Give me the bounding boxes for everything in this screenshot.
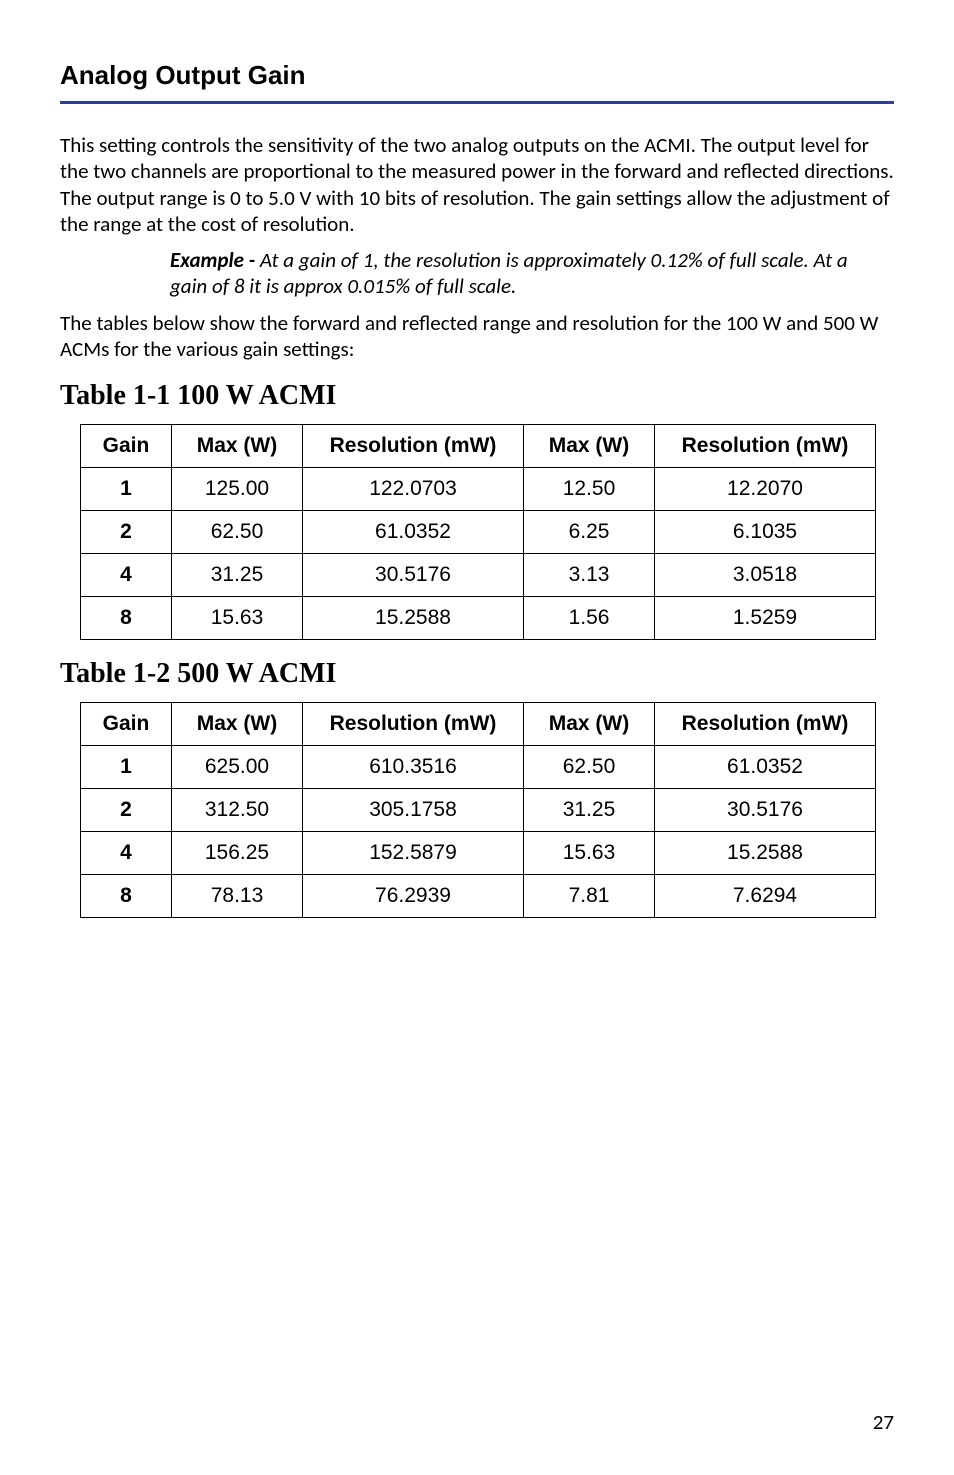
table-row: 1 125.00 122.0703 12.50 12.2070 [81, 468, 876, 511]
cell: 312.50 [172, 789, 303, 832]
cell: 61.0352 [655, 746, 876, 789]
cell: 15.2588 [303, 597, 524, 640]
col-header-res1: Resolution (mW) [303, 703, 524, 746]
table-row: 4 31.25 30.5176 3.13 3.0518 [81, 554, 876, 597]
cell: 30.5176 [655, 789, 876, 832]
title-rule [60, 101, 894, 104]
cell: 62.50 [524, 746, 655, 789]
cell: 625.00 [172, 746, 303, 789]
cell: 156.25 [172, 832, 303, 875]
page-number: 27 [873, 1409, 894, 1435]
cell-gain: 1 [81, 746, 172, 789]
cell: 1.56 [524, 597, 655, 640]
cell: 6.25 [524, 511, 655, 554]
table1-caption: Table 1-1 100 W ACMI [60, 380, 894, 412]
cell: 7.6294 [655, 875, 876, 918]
table-row: 8 78.13 76.2939 7.81 7.6294 [81, 875, 876, 918]
table-100w: Gain Max (W) Resolution (mW) Max (W) Res… [80, 424, 876, 640]
table-row: 4 156.25 152.5879 15.63 15.2588 [81, 832, 876, 875]
col-header-res1: Resolution (mW) [303, 425, 524, 468]
cell-gain: 2 [81, 511, 172, 554]
col-header-gain: Gain [81, 425, 172, 468]
cell: 61.0352 [303, 511, 524, 554]
cell: 305.1758 [303, 789, 524, 832]
cell: 7.81 [524, 875, 655, 918]
col-header-res2: Resolution (mW) [655, 703, 876, 746]
col-header-max1: Max (W) [172, 703, 303, 746]
section-title: Analog Output Gain [60, 60, 894, 91]
cell-gain: 8 [81, 597, 172, 640]
table-row: 1 625.00 610.3516 62.50 61.0352 [81, 746, 876, 789]
col-header-max1: Max (W) [172, 425, 303, 468]
paragraph-2: The tables below show the forward and re… [60, 310, 894, 363]
table2-caption: Table 1-2 500 W ACMI [60, 658, 894, 690]
col-header-max2: Max (W) [524, 703, 655, 746]
cell: 30.5176 [303, 554, 524, 597]
table-row: 8 15.63 15.2588 1.56 1.5259 [81, 597, 876, 640]
table-header-row: Gain Max (W) Resolution (mW) Max (W) Res… [81, 703, 876, 746]
cell: 76.2939 [303, 875, 524, 918]
cell: 15.63 [524, 832, 655, 875]
table-500w: Gain Max (W) Resolution (mW) Max (W) Res… [80, 702, 876, 918]
cell: 31.25 [524, 789, 655, 832]
example-label: Example - [170, 247, 260, 273]
example-block: Example - At a gain of 1, the resolution… [170, 247, 894, 300]
paragraph-1: This setting controls the sensitivity of… [60, 132, 894, 237]
cell-gain: 4 [81, 832, 172, 875]
cell: 3.13 [524, 554, 655, 597]
cell: 3.0518 [655, 554, 876, 597]
cell: 62.50 [172, 511, 303, 554]
cell: 125.00 [172, 468, 303, 511]
cell: 78.13 [172, 875, 303, 918]
cell: 6.1035 [655, 511, 876, 554]
table-row: 2 62.50 61.0352 6.25 6.1035 [81, 511, 876, 554]
cell-gain: 2 [81, 789, 172, 832]
example-text: At a gain of 1, the resolution is approx… [170, 247, 848, 299]
cell: 1.5259 [655, 597, 876, 640]
cell: 15.2588 [655, 832, 876, 875]
table-row: 2 312.50 305.1758 31.25 30.5176 [81, 789, 876, 832]
cell: 12.50 [524, 468, 655, 511]
cell: 15.63 [172, 597, 303, 640]
cell: 31.25 [172, 554, 303, 597]
cell: 152.5879 [303, 832, 524, 875]
col-header-gain: Gain [81, 703, 172, 746]
cell-gain: 1 [81, 468, 172, 511]
cell: 610.3516 [303, 746, 524, 789]
cell: 12.2070 [655, 468, 876, 511]
cell-gain: 4 [81, 554, 172, 597]
cell: 122.0703 [303, 468, 524, 511]
table-header-row: Gain Max (W) Resolution (mW) Max (W) Res… [81, 425, 876, 468]
cell-gain: 8 [81, 875, 172, 918]
col-header-res2: Resolution (mW) [655, 425, 876, 468]
col-header-max2: Max (W) [524, 425, 655, 468]
